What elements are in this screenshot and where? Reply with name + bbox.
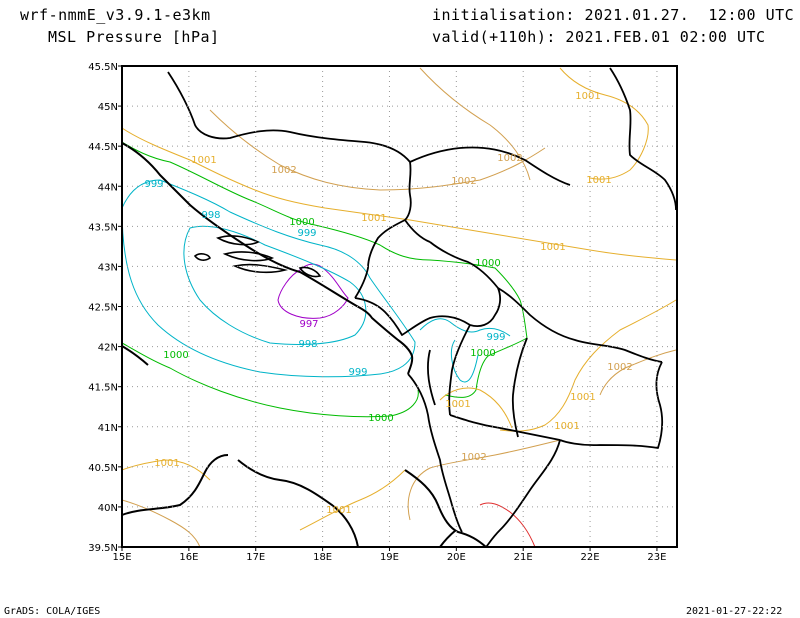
border-serbia: [429, 241, 663, 363]
contour-label: 999: [144, 179, 163, 190]
coastline-italy: [121, 345, 359, 548]
contour-998: [183, 225, 367, 345]
coastline-greece: [404, 469, 487, 548]
contour-1002d: [121, 499, 201, 548]
coastline-greece-east: [485, 439, 561, 548]
contour-label: 1001: [445, 399, 470, 410]
contour-1001a: [121, 127, 677, 261]
contour-1002b: [419, 67, 531, 181]
y-tick-label: 40N: [98, 503, 118, 514]
border-hungary-serbia: [409, 146, 571, 186]
border-macedonia: [449, 337, 561, 441]
contour-label: 1000: [289, 217, 314, 228]
y-tick-label: 44.5N: [88, 142, 118, 153]
contour-label: 1001: [586, 175, 611, 186]
border-albania: [407, 324, 471, 533]
contour-label: 998: [298, 339, 317, 350]
coastline-balkans: [121, 142, 414, 375]
y-tick-label: 45N: [98, 102, 118, 113]
y-tick-label: 43.5N: [88, 222, 118, 233]
x-tick-label: 21E: [514, 552, 533, 563]
x-tick-label: 19E: [380, 552, 399, 563]
island-1: [216, 235, 260, 246]
island-5: [298, 266, 322, 278]
x-tick-label: 23E: [647, 552, 666, 563]
border-bosnia: [354, 219, 431, 299]
contour-1000: [121, 141, 528, 418]
footer-timestamp: 2021-01-27-22:22: [686, 606, 783, 617]
contour-1001d: [121, 459, 406, 531]
contour-label: 1000: [163, 350, 188, 361]
contour-label: 1001: [361, 213, 386, 224]
border-montenegro: [354, 297, 471, 336]
contour-1002a: [209, 109, 546, 191]
y-tick-label: 40.5N: [88, 463, 118, 474]
contour-label: 1001: [540, 242, 565, 253]
init-time: initialisation: 2021.01.27. 12:00 UTC: [432, 6, 795, 24]
island-4: [193, 253, 212, 261]
contour-label: 1000: [368, 413, 393, 424]
x-tick-label: 20E: [447, 552, 466, 563]
valid-time: valid(+110h): 2021.FEB.01 02:00 UTC: [432, 28, 766, 46]
field-title: MSL Pressure [hPa]: [48, 28, 220, 46]
contour-1003: [479, 502, 536, 548]
border-slovenia-croatia: [167, 71, 412, 221]
contour-label: 1000: [470, 348, 495, 359]
y-tick-label: 44N: [98, 182, 118, 193]
contour-label: 997: [299, 319, 318, 330]
contour-label: 1002: [461, 452, 486, 463]
x-tick-label: 15E: [112, 552, 131, 563]
contour-label: 1001: [575, 91, 600, 102]
contour-label: 1001: [154, 458, 179, 469]
border-bulgaria: [559, 67, 677, 449]
contour-label: 998: [201, 210, 220, 221]
y-tick-label: 39.5N: [88, 543, 118, 554]
y-tick-label: 41.5N: [88, 383, 118, 394]
y-tick-label: 41N: [98, 423, 118, 434]
y-tick-label: 42N: [98, 343, 118, 354]
y-tick-label: 43N: [98, 262, 118, 273]
y-tick-label: 45.5N: [88, 62, 118, 73]
contour-997: [277, 263, 349, 319]
contour-label: 1001: [191, 155, 216, 166]
x-tick-label: 22E: [581, 552, 600, 563]
contour-label: 1001: [554, 421, 579, 432]
contour-1001b: [559, 67, 649, 180]
contour-label: 999: [297, 228, 316, 239]
x-tick-label: 17E: [246, 552, 265, 563]
contour-label: 1002: [271, 165, 296, 176]
contour-label: 1002: [607, 362, 632, 373]
x-tick-label: 16E: [179, 552, 198, 563]
contour-1002c: [407, 349, 677, 521]
model-title: wrf-nmmE_v3.9.1-e3km: [20, 6, 211, 24]
contour-999: [121, 179, 416, 378]
footer-credit: GrADS: COLA/IGES: [4, 606, 101, 617]
contour-label: 1001: [326, 505, 351, 516]
contour-999b: [419, 318, 511, 383]
contour-label: 1002: [497, 153, 522, 164]
contour-label: 1000: [475, 258, 500, 269]
contour-label: 999: [486, 332, 505, 343]
contour-label: 999: [348, 367, 367, 378]
y-tick-label: 42.5N: [88, 303, 118, 314]
contour-label: 1002: [451, 176, 476, 187]
island-3: [232, 263, 286, 274]
x-tick-label: 18E: [313, 552, 332, 563]
contour-label: 1001: [570, 392, 595, 403]
island-2: [222, 251, 275, 262]
